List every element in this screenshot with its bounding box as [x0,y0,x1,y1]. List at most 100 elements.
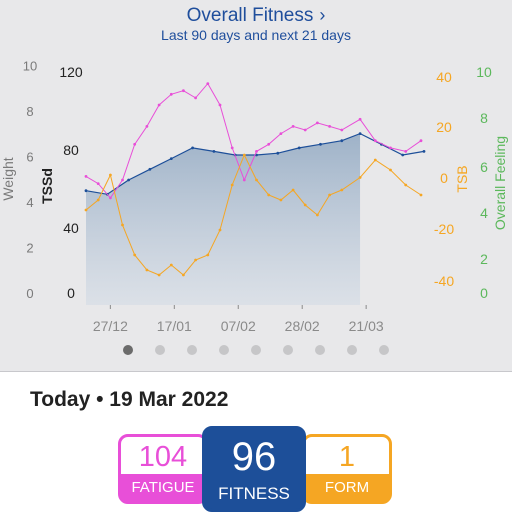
tsb-point [109,173,112,177]
chart-title-text: Overall Fitness [186,5,314,26]
fatigue-point [230,146,234,150]
page-dot[interactable] [379,345,389,355]
fatigue-point [157,103,161,107]
fatigue-point [303,128,307,132]
tssd-tick-label: 80 [63,142,79,158]
x-tick-label: 21/03 [349,318,384,334]
tsb-point [340,188,344,192]
tsb-point [230,183,234,187]
feeling-tick-label: 0 [480,285,488,301]
page-dot[interactable] [347,345,357,355]
fitness-point [276,151,280,155]
page-indicator[interactable] [0,345,512,355]
feeling-tick-label: 8 [480,110,488,126]
tsb-point [267,193,271,197]
weight-tick-label: 2 [26,241,33,256]
tsb-tick-label: -40 [434,273,454,289]
form-card[interactable]: 1 FORM [302,434,392,504]
fatigue-point [340,128,344,132]
fatigue-point [328,125,331,128]
fitness-point [297,146,301,150]
tsb-point [145,268,149,272]
form-value: 1 [338,441,356,473]
fatigue-card[interactable]: 104 FATIGUE [118,434,208,504]
tssd-tick-label: 40 [63,220,79,236]
feeling-tick-label: 4 [480,205,488,221]
x-tick-label: 27/12 [93,318,128,334]
fatigue-label: FATIGUE [121,474,205,501]
tsb-tick-label: 0 [440,170,448,186]
page-dot[interactable] [155,345,165,355]
feeling-tick-label: 10 [476,64,492,80]
x-tick-label: 28/02 [285,318,320,334]
fatigue-point [358,117,362,121]
tsb-point [157,273,161,277]
fatigue-point [404,150,408,153]
overall-feeling-axis: 0 2 4 6 8 10 Overall Feeling [476,64,508,301]
page-dot[interactable] [187,345,197,355]
page-dot[interactable] [251,345,261,355]
fitness-card[interactable]: 96 FITNESS [202,426,306,512]
tsb-point [206,253,210,257]
weight-axis-label: Weight [0,157,16,200]
tsb-point [389,168,392,172]
tsb-point [419,193,423,197]
tssd-tick-label: 120 [59,64,83,80]
chart-title[interactable]: Overall Fitness › [0,4,512,27]
tsb-axis: -40 -20 0 20 40 TSB [434,69,470,289]
page-dot[interactable] [123,345,133,355]
weight-axis: 0 2 4 6 8 10 Weight [0,59,37,302]
tsb-point [316,213,319,217]
fatigue-point [316,121,319,125]
fatigue-point [109,196,112,200]
fatigue-point [84,175,88,178]
form-label: FORM [305,474,389,501]
tsb-point [96,198,100,202]
weight-tick-label: 8 [26,104,33,119]
fitness-point [422,150,426,153]
fitness-point [401,153,405,157]
tsb-point [242,153,246,157]
plot-area [84,82,426,305]
x-axis: 27/12 17/01 07/02 28/02 21/03 [93,305,384,334]
page-dot[interactable] [315,345,325,355]
page-dot[interactable] [219,345,229,355]
tsb-point [358,176,362,179]
fatigue-point [96,182,100,186]
tsb-tick-label: 40 [436,69,452,85]
fatigue-point [373,139,377,143]
fitness-label: FITNESS [218,484,290,503]
fitness-point [127,178,130,182]
tsb-point [84,208,88,212]
page-dot[interactable] [283,345,293,355]
tsb-point [182,273,185,277]
feeling-tick-label: 6 [480,159,488,175]
weight-tick-label: 4 [26,195,33,210]
fatigue-point [169,92,173,96]
fatigue-point [291,125,295,128]
tssd-axis: 0 40 80 120 TSSd [39,64,83,301]
fatigue-point [389,146,392,150]
tsb-point [255,178,258,182]
tsb-point [133,253,137,257]
fatigue-point [419,139,423,143]
fitness-value: 96 [231,435,277,479]
tsb-point [218,228,222,232]
tsb-tick-label: 20 [436,119,452,135]
tsb-point [373,158,377,162]
fatigue-point [121,178,124,182]
today-label: Today • 19 Mar 2022 [30,388,229,411]
tsb-point [404,183,408,187]
fatigue-point [218,103,222,107]
chart-subtitle: Last 90 days and next 21 days [161,27,351,43]
fatigue-value: 104 [138,441,188,473]
tsb-point [328,193,331,197]
tsb-point [303,203,307,207]
tsb-point [279,198,283,202]
fatigue-point [279,132,283,136]
fatigue-point [194,96,198,100]
fatigue-point [133,142,137,146]
tsb-point [291,188,295,192]
fitness-point [340,139,344,143]
